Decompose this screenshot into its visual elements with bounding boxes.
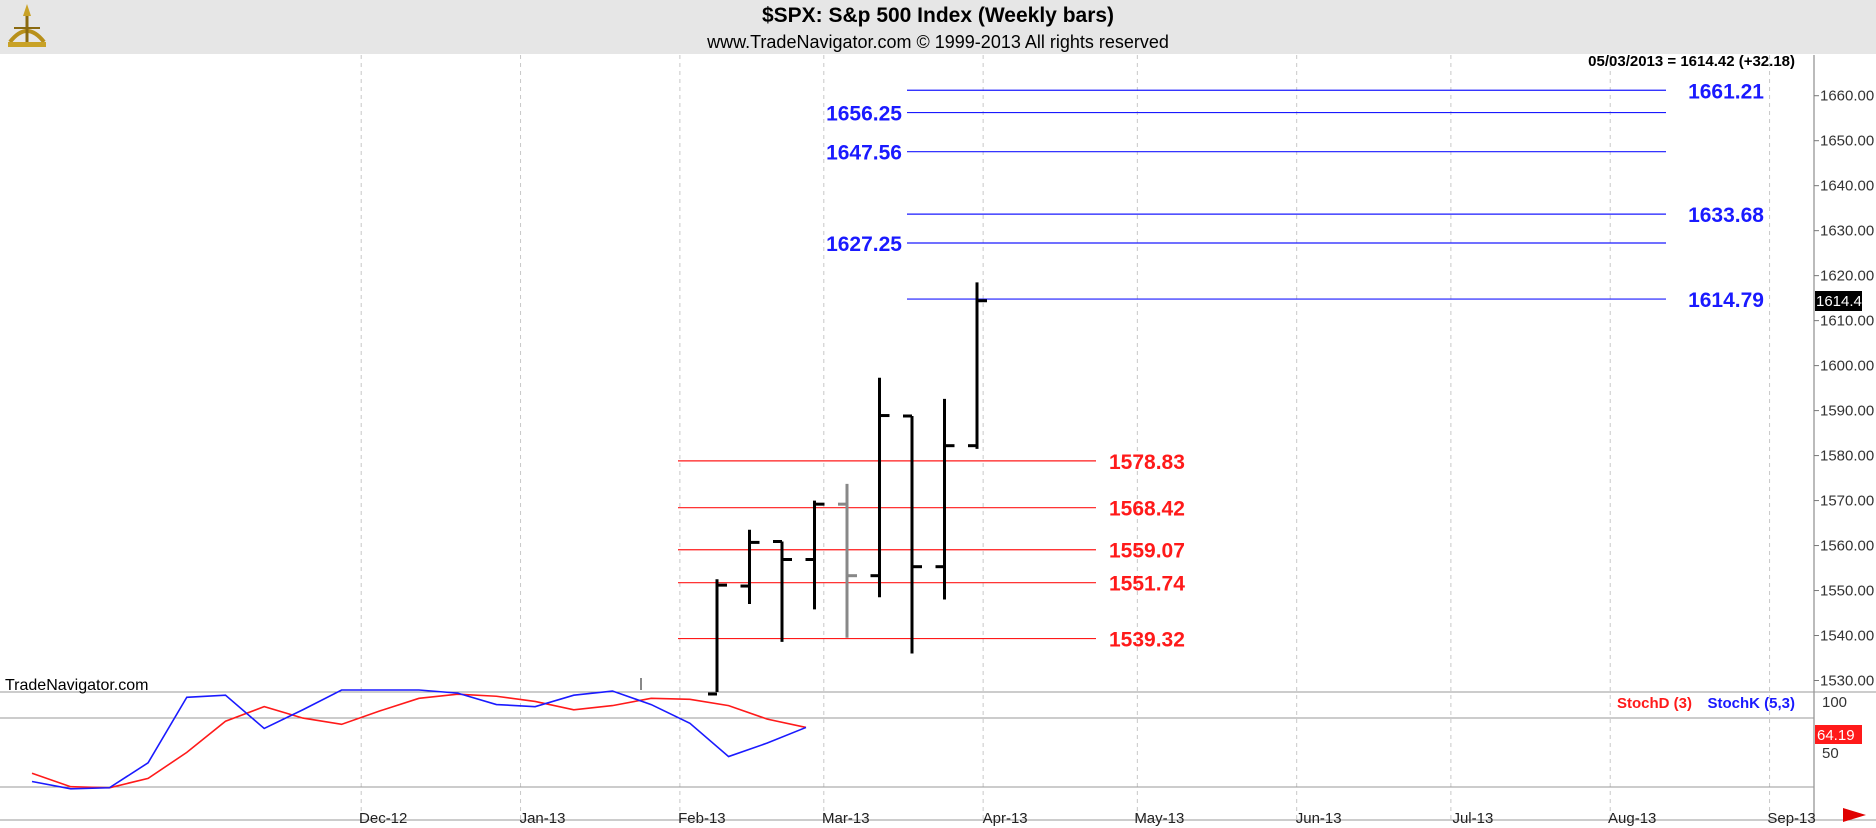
last-price-tag: 1614.42 <box>1816 293 1870 310</box>
date-tick-label: Aug-13 <box>1608 810 1656 827</box>
price-tick-label: 1650.00 <box>1820 133 1874 150</box>
stoch-axis-label-50: 50 <box>1822 745 1839 762</box>
resistance-label: 1627.25 <box>826 233 902 256</box>
last-price-tag-bg <box>1815 291 1862 311</box>
stoch-value-tag-bg <box>1815 725 1862 744</box>
support-label: 1539.32 <box>1109 629 1185 652</box>
date-tick-label: May-13 <box>1134 810 1184 827</box>
date-tick-label: Jul-13 <box>1452 810 1493 827</box>
resistance-label: 1647.56 <box>826 142 902 165</box>
resistance-label: 1661.21 <box>1688 80 1764 103</box>
price-tick-label: 1630.00 <box>1820 223 1874 240</box>
date-tick-label: Jun-13 <box>1296 810 1342 827</box>
price-axis: 1530.00 1540.00 1550.00 1560.00 1570.00 1580.… <box>1814 88 1874 690</box>
date-tick-label: Feb-13 <box>678 810 726 827</box>
gridlines <box>360 55 1771 820</box>
resistance-label: 1633.68 <box>1688 204 1764 227</box>
date-tick-label: Sep-13 <box>1767 810 1815 827</box>
stoch-k-line <box>31 689 807 790</box>
sextant-logo-icon <box>8 4 46 47</box>
price-tick-label: 1540.00 <box>1820 628 1874 645</box>
watermark-text: TradeNavigator.com <box>5 677 148 694</box>
date-tick-label: Dec-12 <box>359 810 407 827</box>
price-tick-label: 1560.00 <box>1820 538 1874 555</box>
price-tick-label: 1550.00 <box>1820 583 1874 600</box>
stoch-d-legend: StochD (3) <box>1617 695 1692 712</box>
stochastic-panel <box>31 689 807 790</box>
price-tick-label: 1610.00 <box>1820 313 1874 330</box>
chart-title: $SPX: S&p 500 Index (Weekly bars) <box>761 4 1115 27</box>
price-tick-label: 1570.00 <box>1820 493 1874 510</box>
date-tick-label: Apr-13 <box>983 810 1028 827</box>
price-tick-label: 1580.00 <box>1820 448 1874 465</box>
chart-frame <box>0 55 1876 821</box>
quote-label: 05/03/2013 = 1614.42 (+32.18) <box>1588 53 1795 70</box>
resistance-label: 1656.25 <box>826 103 902 126</box>
price-tick-label: 1530.00 <box>1820 673 1874 690</box>
date-tick-label: Jan-13 <box>520 810 566 827</box>
price-bars <box>640 282 987 696</box>
price-tick-label: 1640.00 <box>1820 178 1874 195</box>
chart-header <box>0 0 1876 54</box>
support-label: 1551.74 <box>1109 573 1185 596</box>
stoch-k-legend: StochK (5,3) <box>1707 695 1795 712</box>
copyright-text: www.TradeNavigator.com © 1999-2013 All r… <box>707 32 1169 52</box>
price-tick-label: 1600.00 <box>1820 358 1874 375</box>
price-tick-label: 1660.00 <box>1820 88 1874 105</box>
date-tick-label: Mar-13 <box>822 810 870 827</box>
stoch-value-tag: 64.19 <box>1817 727 1855 744</box>
date-axis: Dec-12 Jan-13 Feb-13 Mar-13 Apr-13 May-13 Jun-… <box>359 810 1816 827</box>
resistance-label: 1614.79 <box>1688 289 1764 312</box>
stoch-d-line <box>31 693 807 789</box>
scroll-right-arrow-icon[interactable] <box>1843 808 1866 822</box>
price-tick-label: 1590.00 <box>1820 403 1874 420</box>
support-label: 1559.07 <box>1109 540 1185 563</box>
price-tick-label: 1620.00 <box>1820 268 1874 285</box>
support-label: 1568.42 <box>1109 498 1185 521</box>
support-label: 1578.83 <box>1109 451 1185 474</box>
stoch-axis-label-100: 100 <box>1822 694 1847 711</box>
price-levels: 1661.21 1656.25 1647.56 1633.68 1627.25 1614.… <box>678 80 1764 652</box>
